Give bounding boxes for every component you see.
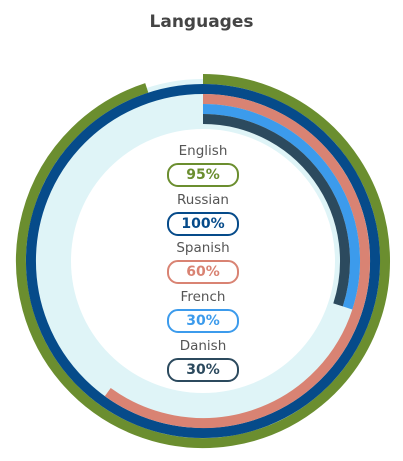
value-badge-danish: 30% bbox=[167, 358, 239, 382]
ring-arc-spanish bbox=[104, 94, 370, 428]
legend-item-english: English 95% bbox=[143, 143, 263, 187]
legend-label-danish: Danish bbox=[179, 338, 227, 354]
legend-item-russian: Russian 100% bbox=[143, 192, 263, 236]
legend-label-spanish: Spanish bbox=[176, 240, 230, 256]
value-badge-french: 30% bbox=[167, 309, 239, 333]
legend-label-russian: Russian bbox=[177, 192, 229, 208]
legend-item-spanish: Spanish 60% bbox=[143, 240, 263, 284]
chart-title: Languages bbox=[149, 12, 254, 32]
ring-arc-russian bbox=[26, 84, 380, 439]
legend-label-english: English bbox=[178, 143, 228, 159]
value-badge-spanish: 60% bbox=[167, 260, 239, 284]
legend-item-french: French 30% bbox=[143, 289, 263, 333]
ring-arc-french bbox=[202, 104, 360, 310]
legend-label-french: French bbox=[180, 289, 226, 305]
ring-arc-danish bbox=[202, 114, 350, 307]
ring-arc-english bbox=[16, 74, 390, 448]
value-badge-english: 95% bbox=[167, 163, 239, 187]
legend-item-danish: Danish 30% bbox=[143, 338, 263, 382]
value-badge-russian: 100% bbox=[167, 212, 239, 236]
